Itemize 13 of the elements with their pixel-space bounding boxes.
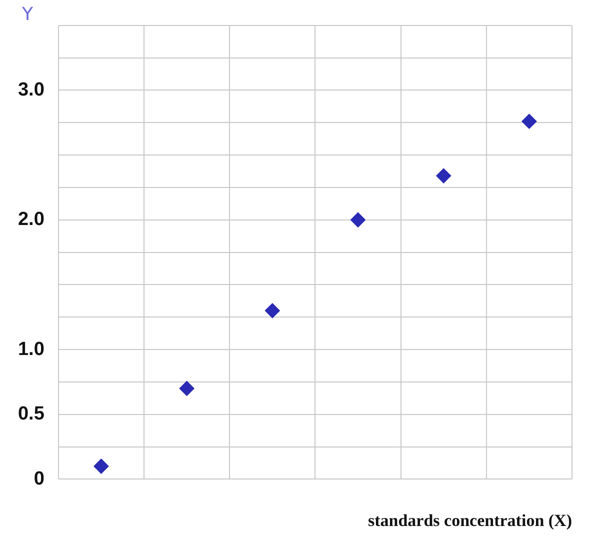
- y-tick-label: 0.5: [18, 404, 45, 425]
- point: [436, 168, 452, 184]
- point: [94, 458, 109, 474]
- point: [350, 212, 366, 228]
- y-tick-label: 2.0: [18, 209, 44, 230]
- point: [522, 114, 537, 129]
- point: [264, 303, 280, 318]
- y-tick-label: 0: [34, 468, 44, 490]
- point: [179, 380, 194, 396]
- x-axis-title: standards concentration (X): [368, 511, 572, 530]
- y-tick-label: 3.0: [18, 79, 44, 100]
- y-axis-title: Y: [22, 4, 33, 25]
- y-tick-label: 1.0: [18, 338, 44, 360]
